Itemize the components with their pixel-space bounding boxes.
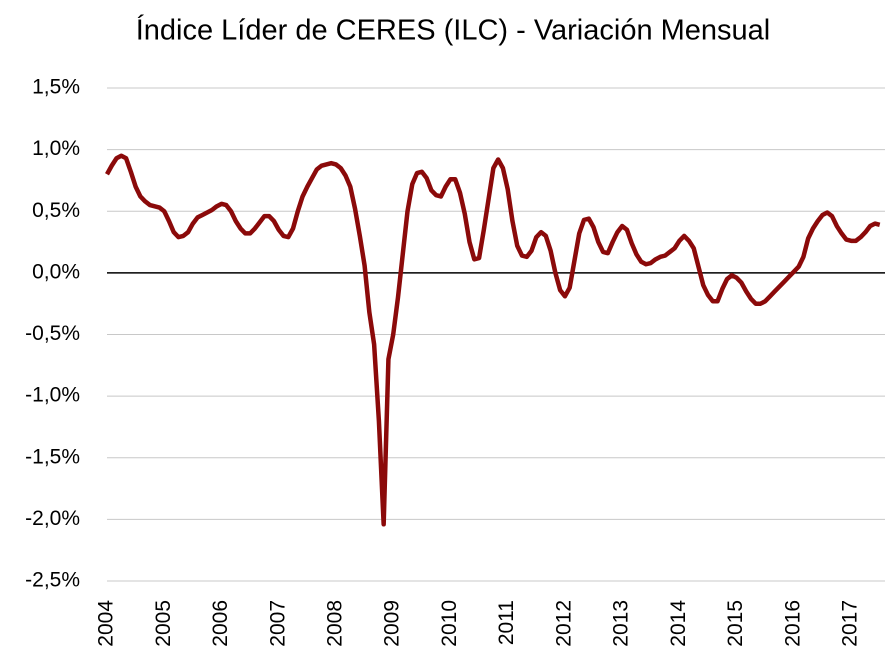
chart-title: Índice Líder de CERES (ILC) - Variación … bbox=[136, 14, 771, 47]
x-tick-label: 2012 bbox=[552, 600, 575, 647]
x-tick-label: 2015 bbox=[724, 600, 747, 647]
y-tick-label: -0,5% bbox=[25, 322, 80, 345]
y-tick-label: -2,5% bbox=[25, 569, 80, 592]
y-tick-label: -1,0% bbox=[25, 384, 80, 407]
x-tick-label: 2007 bbox=[266, 600, 289, 647]
x-tick-label: 2005 bbox=[152, 600, 175, 647]
y-tick-label: 1,5% bbox=[32, 76, 80, 99]
x-tick-label: 2004 bbox=[95, 600, 118, 647]
y-tick-label: 1,0% bbox=[32, 137, 80, 160]
x-tick-label: 2008 bbox=[324, 600, 347, 647]
x-tick-label: 2013 bbox=[610, 600, 633, 647]
x-tick-label: 2017 bbox=[839, 600, 862, 647]
x-tick-label: 2016 bbox=[781, 600, 804, 647]
x-tick-label: 2011 bbox=[495, 600, 518, 645]
x-tick-label: 2009 bbox=[381, 600, 404, 647]
x-tick-label: 2014 bbox=[667, 600, 690, 647]
data-line bbox=[105, 153, 881, 527]
y-tick-label: -2,0% bbox=[25, 507, 80, 530]
y-tick-label: -1,5% bbox=[25, 445, 80, 468]
y-tick-label: 0,5% bbox=[32, 199, 80, 222]
y-tick-label: 0,0% bbox=[32, 260, 80, 283]
x-tick-label: 2006 bbox=[209, 600, 232, 647]
x-tick-label: 2010 bbox=[438, 600, 461, 647]
